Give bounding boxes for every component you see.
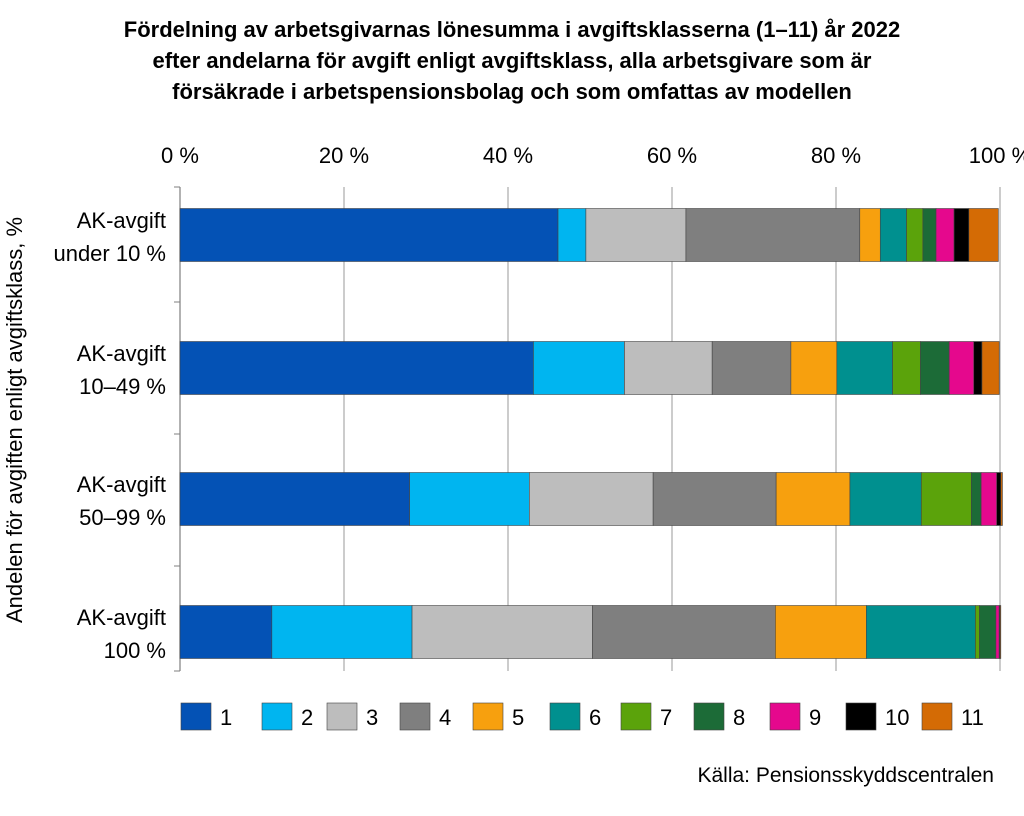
legend-label: 8 — [733, 705, 745, 730]
bar-segment — [179, 472, 410, 526]
source-note: Källa: Pensionsskyddscentralen — [697, 764, 994, 787]
bar-segment — [892, 341, 921, 395]
x-tick-label: 100 % — [969, 143, 1024, 168]
category-label: AK-avgift — [77, 341, 166, 366]
category-label: AK-avgift — [77, 472, 166, 497]
x-tick-label: 20 % — [319, 143, 369, 168]
legend-swatch — [472, 702, 504, 731]
bar-segment — [973, 341, 983, 395]
bar-segment — [775, 605, 867, 659]
bar-segment — [1000, 472, 1003, 526]
bar-segment — [866, 605, 976, 659]
bar-segment — [979, 605, 997, 659]
x-tick-label: 60 % — [647, 143, 697, 168]
bar-segment — [557, 208, 587, 262]
category-label: AK-avgift — [77, 208, 166, 233]
legend-swatch — [549, 702, 581, 731]
category-label: under 10 % — [53, 241, 166, 266]
legend-swatch — [693, 702, 725, 731]
title-line: försäkrade i arbetspensionsbolag och som… — [172, 79, 852, 104]
bar-segment — [995, 605, 1000, 659]
bar-segment — [533, 341, 625, 395]
legend-swatch — [261, 702, 293, 731]
legend-label: 9 — [809, 705, 821, 730]
legend-label: 6 — [589, 705, 601, 730]
bar-segment — [999, 605, 1002, 659]
bar-segment — [859, 208, 881, 262]
x-tick-label: 80 % — [811, 143, 861, 168]
bar-segment — [179, 341, 534, 395]
chart-title: Fördelning av arbetsgivarnas lönesumma i… — [0, 14, 1024, 107]
legend-label: 2 — [301, 705, 313, 730]
bar-segment — [922, 208, 937, 262]
bar-segment — [271, 605, 413, 659]
category-label: 50–99 % — [79, 505, 166, 530]
bar-segment — [685, 208, 861, 262]
bar-segment — [968, 208, 999, 262]
legend-label: 11 — [961, 705, 984, 730]
legend-label: 1 — [220, 705, 232, 730]
legend-swatch — [326, 702, 358, 731]
bar-segment — [906, 208, 924, 262]
legend-swatch — [180, 702, 212, 731]
bar-segment — [585, 208, 687, 262]
legend-label: 4 — [439, 705, 451, 730]
bar-segment — [775, 472, 851, 526]
bar-segment — [980, 472, 998, 526]
bar-segment — [711, 341, 792, 395]
bar-segment — [953, 208, 970, 262]
y-axis-title: Andelen för avgiften enligt avgiftsklass… — [2, 217, 27, 623]
bar-segment — [409, 472, 530, 526]
legend-label: 5 — [512, 705, 524, 730]
bar-segment — [975, 605, 980, 659]
legend-swatch — [399, 702, 431, 731]
legend-label: 3 — [366, 705, 378, 730]
bar-segment — [981, 341, 1000, 395]
bar-segment — [790, 341, 838, 395]
bar-segment — [529, 472, 654, 526]
bar-segment — [920, 472, 972, 526]
legend-swatch — [845, 702, 877, 731]
bar-segment — [920, 341, 950, 395]
bar-segment — [879, 208, 907, 262]
bar-segment — [179, 208, 559, 262]
bar-segment — [849, 472, 922, 526]
bar-segment — [935, 208, 955, 262]
bar-segment — [970, 472, 982, 526]
x-tick-label: 0 % — [161, 143, 199, 168]
legend-swatch — [769, 702, 801, 731]
bar-segment — [179, 605, 273, 659]
bar-segment — [652, 472, 777, 526]
legend-label: 7 — [660, 705, 672, 730]
x-tick-label: 40 % — [483, 143, 533, 168]
category-label: AK-avgift — [77, 605, 166, 630]
bar-segment — [624, 341, 713, 395]
title-line: efter andelarna för avgift enligt avgift… — [152, 48, 872, 73]
bar-segment — [411, 605, 593, 659]
legend-label: 10 — [885, 705, 909, 730]
category-label: 100 % — [104, 638, 166, 663]
category-label: 10–49 % — [79, 374, 166, 399]
legend-swatch — [921, 702, 953, 731]
bar-segment — [996, 472, 1002, 526]
legend-swatch — [620, 702, 652, 731]
title-line: Fördelning av arbetsgivarnas lönesumma i… — [123, 17, 901, 42]
bar-segment — [836, 341, 893, 395]
bar-segment — [592, 605, 776, 659]
bar-segment — [948, 341, 975, 395]
